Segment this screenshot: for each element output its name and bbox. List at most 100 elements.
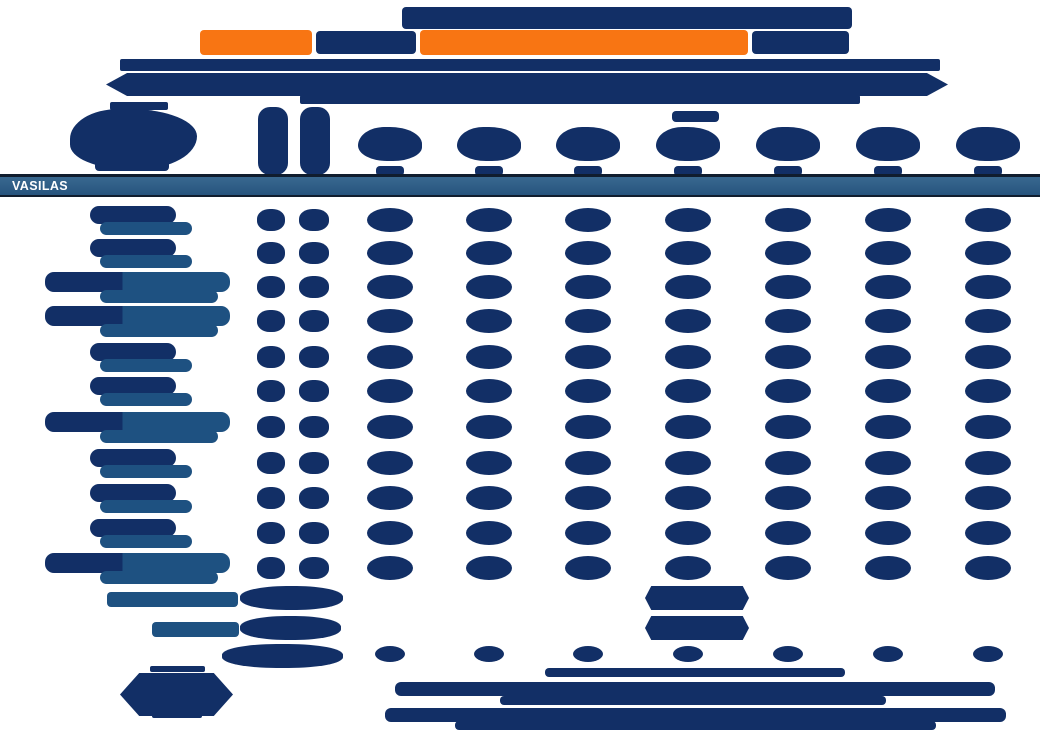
time-cell <box>367 486 413 510</box>
event-column-subheader <box>974 166 1002 176</box>
swimmer-name <box>90 377 176 395</box>
cell-small <box>257 346 285 368</box>
time-cell <box>765 451 811 475</box>
time-cell <box>466 208 512 232</box>
time-cell <box>466 451 512 475</box>
summary-cell <box>375 646 405 662</box>
swimmer-subtext <box>100 535 192 548</box>
time-cell <box>965 241 1011 265</box>
event-column-header <box>756 127 820 161</box>
event-column-subheader <box>874 166 902 176</box>
cell-small <box>257 276 285 298</box>
cell-small <box>257 416 285 438</box>
table-row <box>0 374 1040 408</box>
summary-cell <box>973 646 1003 662</box>
time-cell <box>665 241 711 265</box>
cell-small <box>257 487 285 509</box>
time-cell <box>765 345 811 369</box>
table-row <box>0 270 1040 304</box>
column-4-note <box>672 111 719 122</box>
table-row <box>0 446 1040 480</box>
event-column-header <box>457 127 521 161</box>
time-cell <box>765 309 811 333</box>
stamp-tick-top <box>150 666 205 672</box>
cell-small <box>257 452 285 474</box>
swimmer-subtext <box>100 571 218 584</box>
summary-cell <box>673 646 703 662</box>
cell-small <box>299 346 329 368</box>
event-column-header <box>656 127 720 161</box>
club-band: VASILAS <box>0 174 1040 197</box>
event-column-subheader <box>475 166 503 176</box>
name-column-subheader <box>95 160 169 171</box>
rotated-column-header-2 <box>300 107 330 175</box>
time-cell <box>466 486 512 510</box>
time-cell <box>466 241 512 265</box>
cell-small <box>257 242 285 264</box>
subtitle-line-2 <box>106 73 948 96</box>
cell-small <box>299 416 329 438</box>
time-cell <box>367 309 413 333</box>
time-cell <box>965 275 1011 299</box>
time-cell <box>466 309 512 333</box>
time-cell <box>565 415 611 439</box>
time-cell <box>367 521 413 545</box>
swimmer-name <box>45 553 230 573</box>
cell-small <box>299 522 329 544</box>
stamp-tick-bottom <box>152 713 202 718</box>
cell-small <box>299 557 329 579</box>
time-cell <box>565 556 611 580</box>
time-cell <box>965 208 1011 232</box>
event-column-header <box>956 127 1020 161</box>
time-cell <box>665 275 711 299</box>
table-row <box>0 340 1040 374</box>
event-column-subheader <box>574 166 602 176</box>
time-cell <box>665 556 711 580</box>
event-column-subheader <box>376 166 404 176</box>
cell-small <box>299 209 329 231</box>
time-cell <box>965 451 1011 475</box>
time-cell <box>765 415 811 439</box>
table-row <box>0 203 1040 237</box>
swimmer-subtext <box>100 393 192 406</box>
event-column-header <box>358 127 422 161</box>
event-column-header <box>556 127 620 161</box>
rotated-column-header-1 <box>258 107 288 175</box>
table-row <box>0 516 1040 550</box>
time-cell <box>665 451 711 475</box>
time-cell <box>367 415 413 439</box>
swimmer-subtext <box>100 290 218 303</box>
cell-small <box>257 310 285 332</box>
time-cell <box>765 241 811 265</box>
swimmer-name <box>90 239 176 257</box>
title-segment-orange-2 <box>420 30 748 55</box>
time-cell <box>466 345 512 369</box>
swimmer-name <box>90 484 176 502</box>
event-column-subheader <box>674 166 702 176</box>
summary-value-1 <box>240 586 343 610</box>
time-cell <box>865 309 911 333</box>
swimmer-subtext <box>100 255 192 268</box>
time-cell <box>565 521 611 545</box>
subtitle-line-2b <box>300 95 860 104</box>
footer-note-small <box>545 668 845 677</box>
cell-small <box>299 380 329 402</box>
time-cell <box>965 521 1011 545</box>
time-cell <box>565 345 611 369</box>
club-stamp-hexagon <box>120 673 233 716</box>
cell-small <box>299 276 329 298</box>
time-cell <box>565 208 611 232</box>
time-cell <box>965 556 1011 580</box>
time-cell <box>765 486 811 510</box>
time-cell <box>466 521 512 545</box>
time-cell <box>367 208 413 232</box>
swimmer-subtext <box>100 324 218 337</box>
cell-small <box>257 380 285 402</box>
summary-mid-value-2 <box>645 616 749 640</box>
time-cell <box>665 521 711 545</box>
swimmer-subtext <box>100 500 192 513</box>
cell-small <box>257 209 285 231</box>
footer-note-line-2 <box>385 708 1006 722</box>
time-cell <box>865 451 911 475</box>
summary-value-3 <box>222 644 343 668</box>
